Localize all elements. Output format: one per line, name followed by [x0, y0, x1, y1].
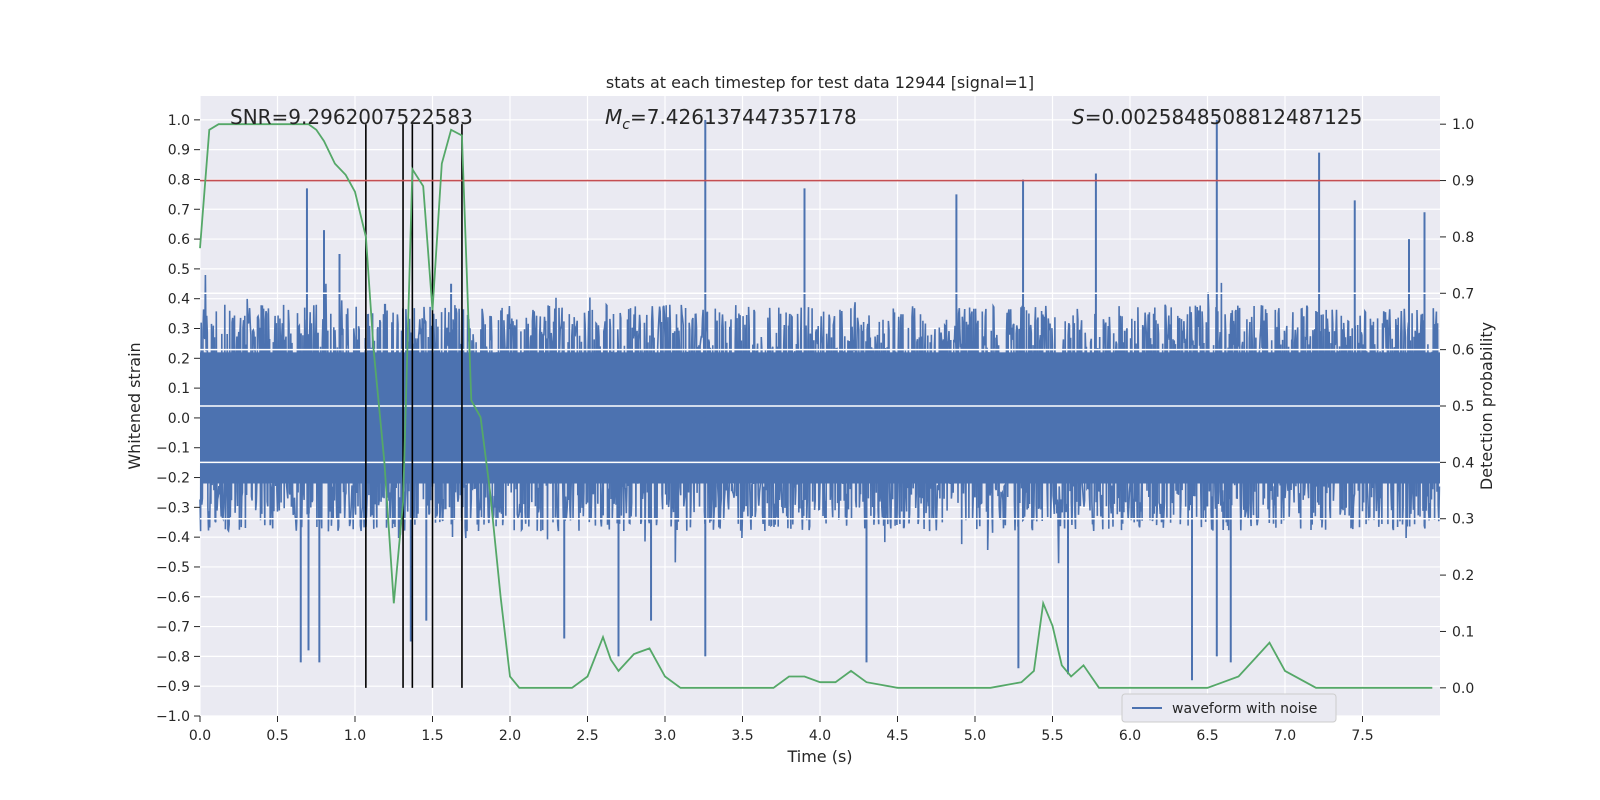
y-tick-label: 0.4 — [168, 292, 190, 308]
event-vertical-lines — [365, 124, 463, 688]
chirp-mass-subscript: c — [622, 117, 630, 133]
y2-axis-label: Detection probability — [1477, 322, 1496, 490]
x-tick-label: 2.5 — [576, 728, 598, 744]
x-tick-label: 5.5 — [1041, 728, 1063, 744]
y2-tick-label: 0.1 — [1452, 624, 1474, 640]
y2-tick-label: 0.5 — [1452, 399, 1474, 415]
y-tick-label: 0.5 — [168, 262, 190, 278]
s-annotation: S=0.0025848508812487125 — [1072, 105, 1362, 129]
x-tick-label: 0.0 — [189, 728, 211, 744]
y-tick-label: −0.2 — [156, 471, 190, 487]
y2-tick-label: 0.7 — [1452, 286, 1474, 302]
y2-tick-label: 0.2 — [1452, 568, 1474, 584]
s-symbol: S — [1072, 105, 1085, 129]
probability-line — [199, 123, 1433, 689]
y2-axis-ticks: 0.0 0.1 0.2 0.3 0.4 0.5 0.6 0.7 0.8 0.9 1.0 — [1440, 117, 1474, 697]
x-tick-label: 1.0 — [344, 728, 366, 744]
y2-tick-label: 1.0 — [1452, 117, 1474, 133]
x-tick-label: 7.0 — [1274, 728, 1296, 744]
y-tick-label: −0.4 — [156, 530, 190, 546]
legend: waveform with noise — [1121, 693, 1337, 723]
y-tick-label: 0.6 — [168, 232, 190, 248]
x-tick-label: 7.5 — [1351, 728, 1373, 744]
y-tick-label: 0.9 — [168, 143, 190, 159]
chirp-mass-value: =7.426137447357178 — [630, 105, 857, 129]
legend-box — [1121, 693, 1337, 723]
y2-tick-label: 0.3 — [1452, 512, 1474, 528]
y-tick-label: 1.0 — [168, 113, 190, 129]
y-tick-label: −0.7 — [156, 620, 190, 636]
x-tick-label: 4.0 — [809, 728, 831, 744]
y-tick-label: −0.9 — [156, 679, 190, 695]
x-tick-label: 4.5 — [886, 728, 908, 744]
legend-label: waveform with noise — [1172, 701, 1317, 717]
chirp-mass-annotation: Mc=7.426137447357178 — [605, 105, 857, 133]
x-tick-label: 1.5 — [421, 728, 443, 744]
y-tick-label: −0.8 — [156, 649, 190, 665]
waveform-dense-core — [200, 352, 1440, 484]
probability-series — [199, 123, 1433, 689]
x-axis-label: Time (s) — [786, 747, 852, 766]
chart-title: stats at each timestep for test data 129… — [606, 73, 1034, 92]
y-tick-label: 0.7 — [168, 202, 190, 218]
y-tick-label: −1.0 — [156, 709, 190, 725]
x-tick-label: 6.5 — [1196, 728, 1218, 744]
y-tick-label: −0.5 — [156, 560, 190, 576]
y2-tick-label: 0.0 — [1452, 681, 1474, 697]
x-tick-label: 3.5 — [731, 728, 753, 744]
y-axis-ticks: −1.0 −0.9 −0.8 −0.7 −0.6 −0.5 −0.4 −0.3 −0.2 −0.1… — [156, 113, 200, 725]
y-axis-label: Whitened strain — [125, 342, 144, 469]
x-tick-label: 2.0 — [499, 728, 521, 744]
y2-tick-label: 0.6 — [1452, 343, 1474, 359]
y-tick-label: 0.2 — [168, 351, 190, 367]
s-value: =0.0025848508812487125 — [1085, 105, 1363, 129]
y2-tick-label: 0.9 — [1452, 174, 1474, 190]
y-tick-label: 0.3 — [168, 322, 190, 338]
y-tick-label: 0.8 — [168, 172, 190, 188]
x-tick-label: 6.0 — [1119, 728, 1141, 744]
x-tick-label: 5.0 — [964, 728, 986, 744]
y-tick-label: −0.6 — [156, 590, 190, 606]
y-tick-label: 0.0 — [168, 411, 190, 427]
snr-annotation: SNR=9.2962007522583 — [230, 105, 473, 129]
y2-tick-label: 0.4 — [1452, 455, 1474, 471]
x-tick-label: 0.5 — [266, 728, 288, 744]
y2-tick-label: 0.8 — [1452, 230, 1474, 246]
y-tick-label: 0.1 — [168, 381, 190, 397]
y-tick-label: −0.1 — [156, 441, 190, 457]
chirp-mass-symbol: M — [605, 105, 622, 129]
x-tick-label: 3.0 — [654, 728, 676, 744]
y-tick-label: −0.3 — [156, 500, 190, 516]
